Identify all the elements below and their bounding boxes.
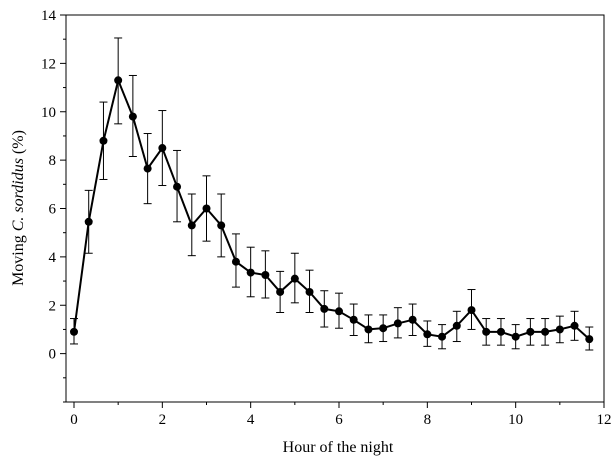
y-tick-label: 4 (49, 250, 57, 266)
x-tick-label: 6 (335, 412, 343, 428)
data-point (261, 271, 270, 280)
data-point (379, 324, 388, 333)
y-tick-label: 10 (41, 105, 56, 121)
data-point (349, 315, 358, 324)
x-tick-label: 2 (159, 412, 167, 428)
y-axis-label-species: C. sordidus (10, 158, 27, 231)
y-axis-label-suffix: (%) (10, 130, 27, 158)
data-point (114, 76, 123, 85)
plot-frame (65, 14, 605, 403)
data-point (452, 321, 461, 330)
y-tick-label: 12 (41, 56, 56, 72)
axis-ticks: 0 2 4 6 8 10 12 14 0 2 4 6 8 10 12 (41, 8, 612, 428)
data-point (84, 217, 93, 226)
y-tick-label: 8 (49, 153, 57, 169)
data-point (70, 327, 78, 336)
x-tick-label: 12 (597, 412, 612, 428)
y-tick-label: 0 (49, 347, 57, 363)
x-tick-label: 0 (70, 412, 78, 428)
data-point (511, 332, 520, 341)
data-point (202, 204, 211, 213)
data-point (438, 332, 447, 341)
data-point (276, 287, 285, 296)
y-axis-label: Moving C. sordidus (%) (10, 130, 27, 286)
data-point (526, 327, 535, 336)
data-point (217, 221, 226, 230)
data-point (585, 335, 594, 344)
y-tick-label: 6 (49, 202, 57, 218)
y-axis-label-prefix: Moving (10, 231, 27, 286)
x-tick-label: 4 (247, 412, 255, 428)
data-point (173, 182, 182, 191)
data-point (158, 144, 167, 153)
data-point (143, 164, 152, 173)
data-point (335, 307, 343, 316)
data-point (231, 257, 240, 266)
data-point (496, 327, 505, 336)
y-tick-label: 14 (41, 8, 57, 24)
x-axis-label: Hour of the night (283, 439, 394, 456)
data-point (393, 319, 402, 328)
data-point (364, 325, 373, 334)
x-tick-label: 8 (424, 412, 432, 428)
data-point (187, 221, 196, 230)
data-points (70, 76, 594, 344)
data-point (541, 327, 550, 336)
data-point (320, 304, 329, 313)
x-tick-label: 10 (508, 412, 523, 428)
data-point (305, 287, 314, 296)
data-point (467, 306, 476, 315)
data-point (99, 136, 108, 145)
data-point (482, 327, 491, 336)
data-point (555, 325, 564, 334)
data-point (423, 330, 432, 339)
data-point (570, 321, 579, 330)
data-point (290, 274, 299, 283)
data-point (128, 112, 137, 121)
data-point (408, 315, 417, 324)
data-point (246, 268, 255, 277)
error-bars (70, 37, 594, 351)
y-tick-label: 2 (49, 298, 57, 314)
series-line (73, 77, 590, 340)
